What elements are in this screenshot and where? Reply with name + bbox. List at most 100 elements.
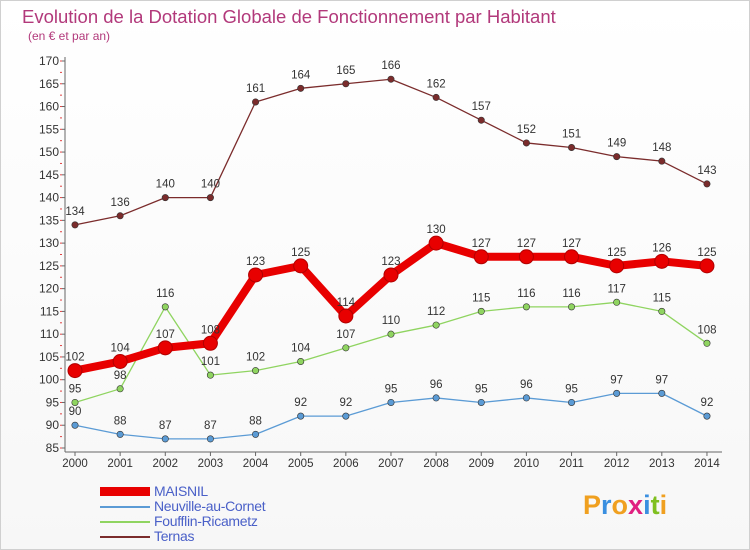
y-tick-label: 90 <box>46 418 60 432</box>
data-label: 125 <box>607 247 626 259</box>
legend-label: MAISNIL <box>154 483 208 499</box>
data-point <box>609 258 625 274</box>
data-label: 127 <box>472 238 491 250</box>
data-point <box>297 84 305 92</box>
data-point <box>252 430 260 438</box>
data-label: 125 <box>291 247 310 259</box>
x-tick-label: 2007 <box>378 458 404 470</box>
x-tick-label: 2001 <box>107 458 133 470</box>
legend-swatch <box>100 521 150 523</box>
data-point <box>161 303 169 311</box>
data-label: 98 <box>114 370 127 382</box>
data-point <box>252 98 260 106</box>
legend-label: Neuville-au-Cornet <box>154 498 266 514</box>
data-point <box>116 212 124 220</box>
data-point <box>387 330 395 338</box>
data-label: 148 <box>652 142 671 154</box>
y-tick-label: 150 <box>39 145 59 159</box>
data-point <box>568 398 576 406</box>
data-label: 127 <box>562 238 581 250</box>
chart-subtitle: (en € et par an) <box>28 29 111 43</box>
x-tick-label: 2004 <box>243 458 269 470</box>
x-tick-label: 2013 <box>649 458 675 470</box>
data-point <box>206 371 214 379</box>
x-tick-label: 2000 <box>62 458 88 470</box>
legend-swatch <box>100 487 150 496</box>
data-label: 126 <box>652 242 671 254</box>
data-label: 92 <box>294 397 307 409</box>
data-point <box>202 335 218 351</box>
data-label: 87 <box>204 420 217 432</box>
data-point <box>477 116 485 124</box>
proxiti-logo: Proxiti <box>583 490 667 521</box>
data-point <box>522 394 530 402</box>
x-tick-label: 2003 <box>198 458 224 470</box>
data-point <box>473 249 489 265</box>
data-label: 115 <box>472 292 490 304</box>
data-point <box>252 367 260 375</box>
data-label: 95 <box>475 383 488 395</box>
data-label: 112 <box>427 306 445 318</box>
legend-swatch <box>100 536 150 538</box>
data-label: 107 <box>336 329 355 341</box>
data-point <box>206 435 214 443</box>
data-label: 95 <box>69 383 82 395</box>
data-label: 130 <box>427 224 446 236</box>
data-point <box>387 75 395 83</box>
data-point <box>699 258 715 274</box>
data-label: 92 <box>701 397 714 409</box>
data-label: 140 <box>201 179 220 191</box>
y-tick-label: 155 <box>39 122 59 136</box>
data-point <box>477 307 485 315</box>
data-point <box>432 394 440 402</box>
data-label: 90 <box>69 406 82 418</box>
data-point <box>338 308 354 324</box>
logo-letter: i <box>659 490 668 520</box>
data-point <box>71 421 79 429</box>
data-label: 97 <box>655 374 668 386</box>
data-point <box>161 435 169 443</box>
data-point <box>522 139 530 147</box>
data-point <box>432 321 440 329</box>
logo-letter: i <box>643 490 651 520</box>
y-tick-label: 100 <box>39 373 59 387</box>
data-point <box>293 258 309 274</box>
data-label: 123 <box>246 256 265 268</box>
x-tick-label: 2005 <box>288 458 314 470</box>
data-label: 116 <box>156 288 174 300</box>
data-label: 117 <box>608 283 626 295</box>
data-point <box>157 340 173 356</box>
x-tick-label: 2006 <box>333 458 359 470</box>
data-point <box>658 389 666 397</box>
data-point <box>432 93 440 101</box>
data-point <box>342 80 350 88</box>
data-label: 88 <box>249 415 262 427</box>
data-label: 104 <box>291 342 311 354</box>
data-point <box>703 339 711 347</box>
data-point <box>383 267 399 283</box>
data-point <box>658 307 666 315</box>
legend-label: Ternas <box>154 528 195 544</box>
data-label: 149 <box>607 138 626 150</box>
data-label: 114 <box>337 297 356 309</box>
data-point <box>654 253 670 269</box>
data-label: 110 <box>382 315 400 327</box>
data-label: 115 <box>653 292 671 304</box>
data-label: 97 <box>610 374 623 386</box>
data-label: 95 <box>565 383 578 395</box>
data-label: 140 <box>156 179 175 191</box>
x-tick-label: 2009 <box>468 458 494 470</box>
data-point <box>522 303 530 311</box>
data-label: 136 <box>111 197 130 209</box>
data-label: 107 <box>156 329 175 341</box>
data-label: 92 <box>339 397 352 409</box>
data-point <box>206 194 214 202</box>
x-tick-label: 2002 <box>152 458 178 470</box>
data-point <box>477 398 485 406</box>
data-label: 166 <box>381 60 400 72</box>
data-point <box>613 153 621 161</box>
data-label: 127 <box>517 238 536 250</box>
x-tick-label: 2010 <box>514 458 540 470</box>
